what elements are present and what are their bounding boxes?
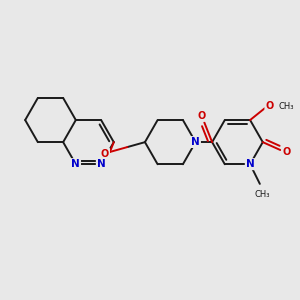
Text: O: O (197, 111, 206, 121)
Text: O: O (101, 149, 109, 159)
Text: N: N (71, 159, 80, 169)
Text: N: N (191, 137, 200, 147)
Text: CH₃: CH₃ (254, 190, 269, 199)
Text: N: N (246, 159, 254, 169)
Text: CH₃: CH₃ (278, 102, 294, 111)
Text: O: O (197, 111, 206, 121)
Text: N: N (97, 159, 106, 169)
Text: N: N (97, 159, 106, 169)
Text: N: N (191, 137, 200, 147)
Text: N: N (246, 159, 254, 169)
Text: O: O (282, 147, 290, 157)
Text: O: O (266, 101, 274, 111)
Text: CH₃: CH₃ (254, 190, 269, 199)
Text: O: O (101, 149, 109, 159)
Text: O: O (282, 147, 290, 157)
Text: O: O (266, 101, 274, 111)
Text: CH₃: CH₃ (278, 102, 294, 111)
Text: N: N (71, 159, 80, 169)
